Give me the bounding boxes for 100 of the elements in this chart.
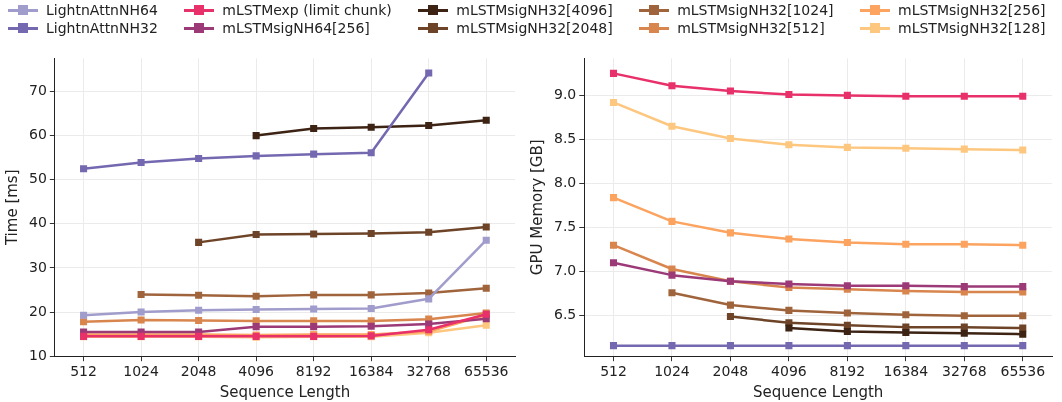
point (902, 240, 910, 248)
point (195, 238, 203, 246)
x-tick-label: 2048 (712, 363, 749, 380)
point (482, 223, 490, 231)
point (609, 194, 618, 202)
point (367, 149, 375, 157)
point (726, 301, 734, 309)
point (960, 342, 968, 350)
point (609, 69, 618, 77)
point (785, 342, 793, 350)
y-axis-title: GPU Memory [GB] (527, 139, 546, 276)
point (425, 69, 433, 77)
x-tick-label: 512 (600, 363, 627, 380)
point (843, 91, 851, 99)
y-tick-label: 40 (28, 214, 47, 231)
point (726, 229, 734, 237)
x-axis-title: Sequence Length (219, 382, 351, 401)
point (195, 306, 203, 314)
point (902, 282, 910, 290)
point (726, 342, 734, 350)
x-tick-label: 4096 (771, 363, 807, 380)
point (609, 259, 618, 267)
x-tick-label: 4096 (238, 363, 275, 380)
y-tick-label: 10 (28, 346, 47, 363)
point (843, 309, 851, 317)
point (785, 306, 793, 314)
x-axis-title: Sequence Length (752, 382, 884, 401)
point (195, 155, 203, 163)
point (80, 311, 88, 319)
x-tick-label: 8192 (829, 363, 866, 380)
point (310, 150, 318, 158)
point (668, 342, 676, 350)
point (1019, 312, 1027, 320)
y-tick-label: 7.5 (554, 218, 577, 235)
point (482, 116, 490, 124)
point (310, 323, 318, 331)
point (960, 240, 968, 248)
point (310, 305, 318, 313)
point (609, 241, 618, 249)
legend-label: mLSTMsigNH32[256] (898, 2, 1046, 18)
point (1019, 283, 1027, 291)
legend-label: mLSTMsigNH32[128] (898, 20, 1046, 36)
point (310, 230, 318, 238)
point (482, 284, 490, 292)
point (902, 311, 910, 319)
point (609, 98, 618, 106)
point (726, 313, 734, 321)
point (785, 90, 793, 99)
point (902, 92, 910, 100)
point (425, 295, 433, 303)
point (668, 122, 676, 130)
point (1019, 241, 1027, 249)
point (609, 342, 618, 350)
legend-label: mLSTMsigNH32[4096] (456, 2, 613, 18)
y-tick-label: 9.0 (554, 86, 577, 103)
x-tick-label: 8192 (295, 363, 332, 380)
x-tick-label: 16384 (883, 363, 929, 380)
point (425, 121, 433, 129)
point (137, 158, 145, 167)
legend-label: LightnAttnNH64 (46, 2, 158, 18)
y-tick-label: 70 (28, 82, 47, 99)
y-axis-title: Time [ms] (2, 169, 21, 247)
legend-label: mLSTMsigNH32[2048] (456, 20, 613, 36)
legend-label: mLSTMsigNH64[256] (222, 20, 370, 36)
point (1019, 92, 1027, 100)
point (137, 290, 145, 298)
point (137, 316, 145, 324)
point (960, 92, 968, 100)
x-tick-label: 65536 (463, 363, 509, 380)
point (960, 329, 968, 337)
point (252, 152, 260, 160)
point (252, 305, 260, 313)
point (960, 312, 968, 320)
x-tick-label: 2048 (180, 363, 217, 380)
y-tick-label: 20 (28, 302, 47, 319)
point (367, 230, 375, 238)
x-tick-label: 32768 (942, 363, 987, 380)
point (843, 143, 851, 151)
legend-label: mLSTMsigNH32[512] (677, 20, 825, 36)
point (726, 135, 734, 143)
point (668, 271, 676, 279)
point (367, 123, 375, 131)
point (252, 292, 260, 300)
point (843, 342, 851, 350)
point (482, 321, 490, 329)
point (785, 324, 793, 332)
point (902, 328, 910, 336)
point (902, 342, 910, 350)
point (80, 165, 88, 173)
point (195, 291, 203, 299)
point (252, 230, 260, 238)
x-tick-label: 65536 (1000, 363, 1046, 380)
point (668, 217, 676, 225)
point (785, 235, 793, 243)
x-tick-label: 1024 (123, 363, 159, 380)
y-tick-label: 8.0 (554, 174, 577, 191)
point (1019, 342, 1027, 350)
point (668, 289, 676, 297)
y-tick-label: 8.5 (554, 130, 577, 147)
legend-label: mLSTMexp (limit chunk) (222, 2, 392, 18)
